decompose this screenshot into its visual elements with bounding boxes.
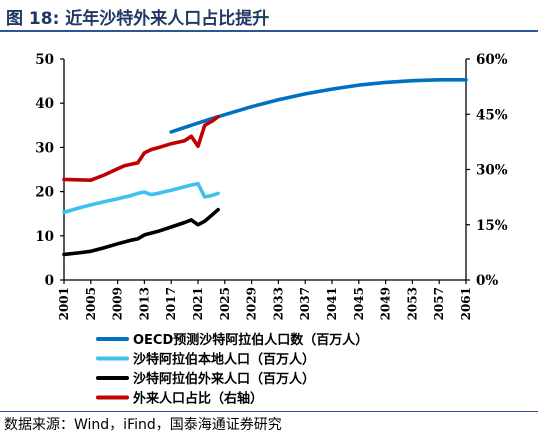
x-tick-label: 2017 [164,287,178,320]
x-tick-label: 2021 [191,287,205,320]
line-chart: 0 10 20 30 40 50 0% 15% 30% 45% 60% 2001 2005 2009 201… [35,52,508,407]
x-tick-label: 2037 [298,287,312,320]
y-tick-label-left: 0 [45,273,54,289]
x-tick-label: 2029 [245,287,259,320]
x-tick-label: 2049 [379,287,393,320]
y-tick-label-right: 0% [476,273,498,289]
x-tick-label: 2005 [84,287,98,320]
figure-title: 图 18: 近年沙特外来人口占比提升 [6,9,270,29]
source-divider [0,411,538,412]
x-tick-label: 2045 [352,287,366,320]
y-tick-label-right: 60% [476,52,508,68]
legend-label-2: 沙特阿拉伯外来人口（百万人） [133,371,315,387]
y-tick-label-left: 30 [35,140,54,156]
chart-axes: 0 10 20 30 40 50 0% 15% 30% 45% 60% 2001 2005 2009 201… [35,52,508,320]
x-tick-label: 2053 [405,287,419,320]
x-tick-label: 2001 [57,287,71,320]
legend-label-0: OECD预测沙特阿拉伯人口数（百万人） [133,332,368,348]
x-tick-label: 2025 [218,287,232,320]
source-note: 数据来源：Wind，iFind，国泰海通证券研究 [4,417,282,433]
y-tick-label-right: 15% [476,218,508,234]
y-tick-label-left: 50 [35,52,54,68]
chart-legend: OECD预测沙特阿拉伯人口数（百万人） 沙特阿拉伯本地人口（百万人） 沙特阿拉伯外来… [96,332,368,407]
legend-label-1: 沙特阿拉伯本地人口（百万人） [133,352,315,368]
x-tick-label: 2013 [137,287,151,320]
y-tick-label-right: 30% [476,163,508,179]
x-tick-label: 2061 [459,287,473,320]
title-divider [0,30,538,32]
chart-series [62,78,468,257]
legend-label-3: 外来人口占比（右轴） [132,391,263,407]
y-tick-label-left: 10 [35,229,54,245]
x-tick-label: 2009 [111,287,125,320]
y-tick-label-left: 20 [35,185,54,201]
y-tick-label-right: 45% [476,107,508,123]
x-tick-label: 2057 [432,287,446,320]
series-line-1 [62,181,220,215]
y-tick-label-left: 40 [35,96,54,112]
x-tick-label: 2041 [325,287,339,320]
series-line-3 [62,115,220,182]
series-line-2 [62,207,220,257]
x-tick-label: 2033 [271,287,285,320]
series-line-0 [169,78,468,134]
